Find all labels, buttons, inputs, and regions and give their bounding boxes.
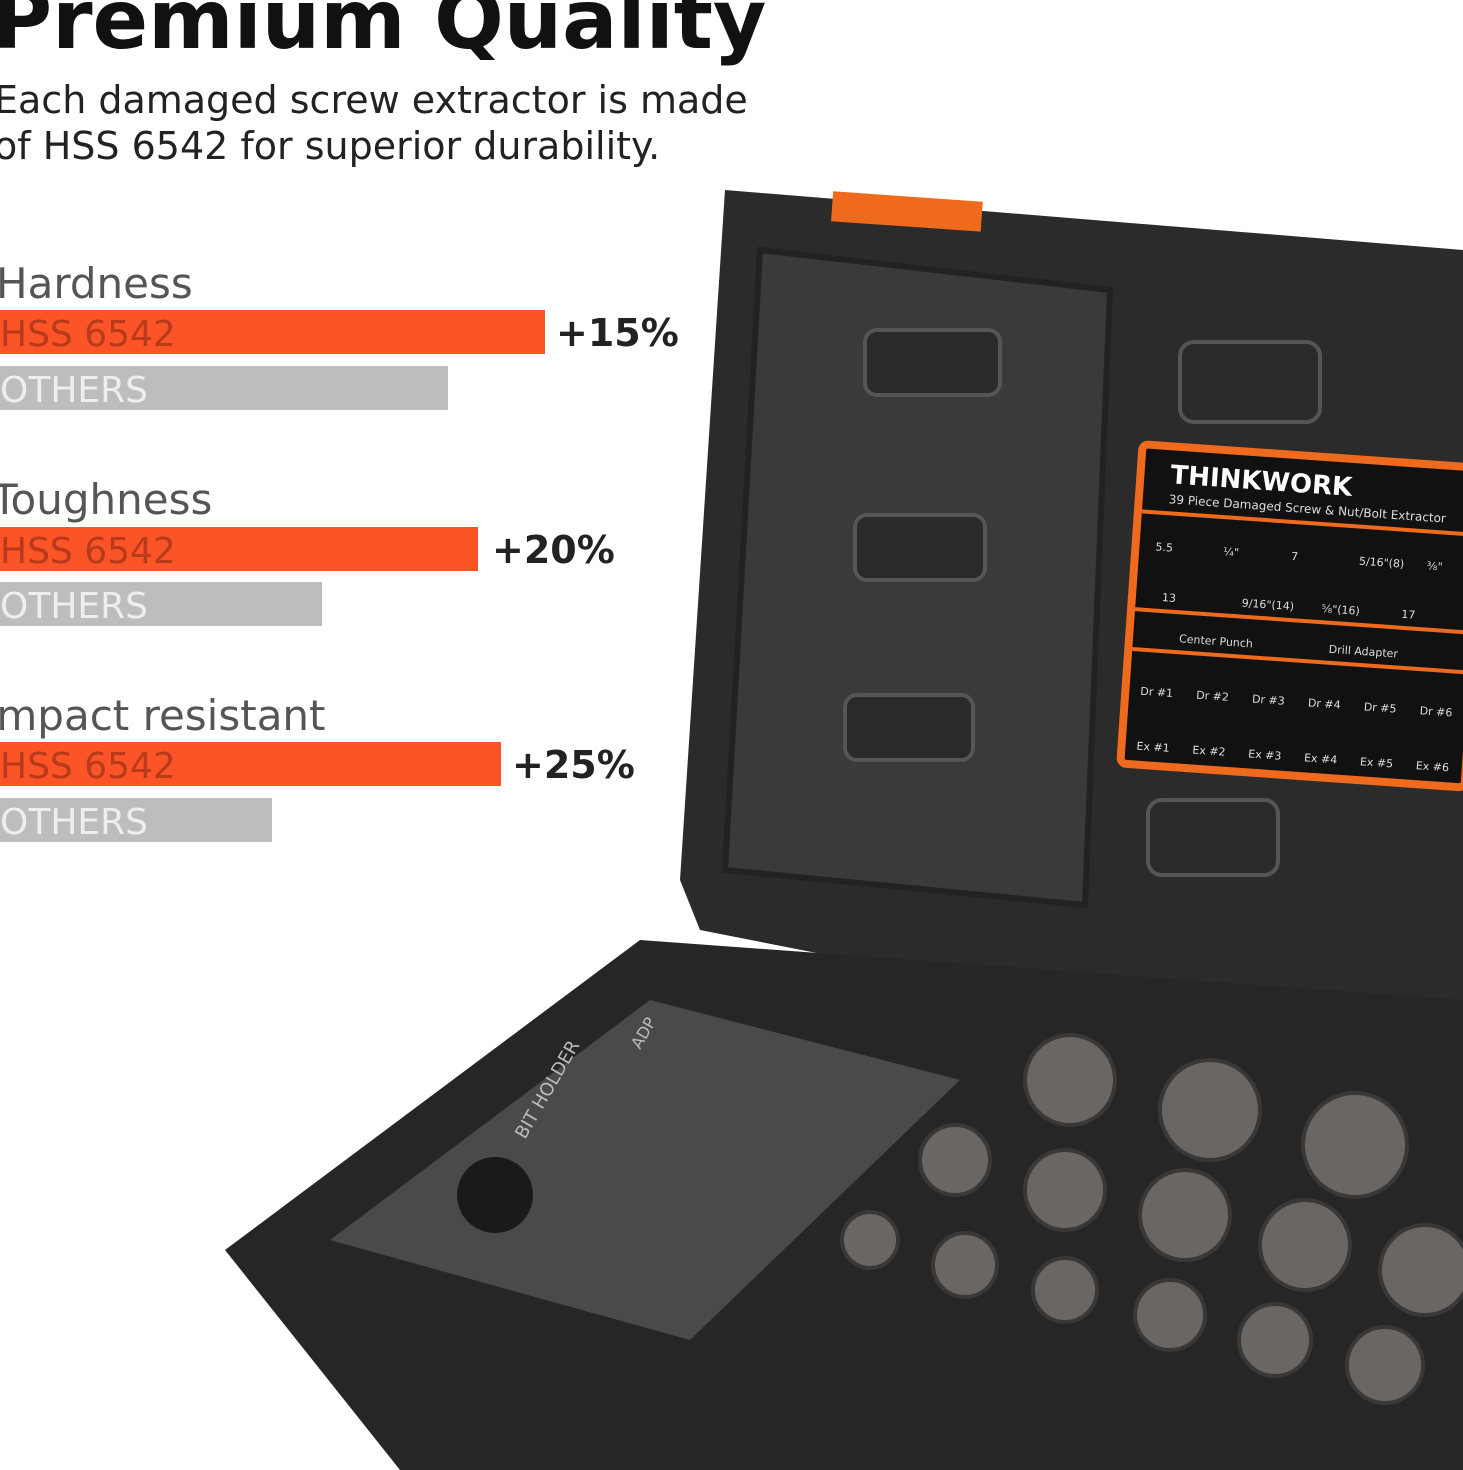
case: ADP BIT HOLDER — [225, 190, 1463, 1470]
bar — [0, 366, 448, 410]
bar-label: OTHERS — [0, 370, 148, 411]
label-card: THINKWORK 39 Piece Damaged Screw & Nut/B… — [1116, 440, 1463, 792]
category: Impact resistant — [0, 691, 326, 740]
card-label: ⅝"(16) — [1321, 602, 1360, 618]
card-label: Ex #6 — [1415, 759, 1449, 774]
category: Toughness — [0, 475, 212, 524]
bar — [0, 742, 501, 786]
card-label: Ex #2 — [1192, 743, 1226, 758]
card-label: Ex #3 — [1248, 747, 1282, 762]
card-label: ¼" — [1223, 545, 1240, 559]
bar-label: HSS 6542 — [0, 531, 176, 572]
bar — [0, 798, 272, 842]
subtitle: of HSS 6542 for superior durability. — [0, 124, 660, 168]
card-label: 5/16"(8) — [1359, 555, 1405, 571]
subtitle: Each damaged screw extractor is made — [0, 78, 748, 122]
bar-label: OTHERS — [0, 802, 148, 843]
gain: +25% — [512, 743, 635, 787]
card-label: 17 — [1401, 608, 1416, 622]
card-label: Drill Adapter — [1328, 643, 1399, 661]
comparison: Hardness HSS 6542 +15% OTHERS Toughness … — [0, 259, 679, 843]
bar — [0, 527, 478, 571]
card-label: Dr #6 — [1419, 704, 1453, 719]
card-label: ⅜" — [1426, 559, 1443, 573]
card-label: Center Punch — [1179, 632, 1254, 650]
card-label: 13 — [1162, 591, 1177, 605]
card-label: Ex #1 — [1136, 740, 1170, 755]
card-label: Dr #3 — [1252, 693, 1286, 708]
bar-label: OTHERS — [0, 586, 148, 627]
card-label: Dr #2 — [1196, 689, 1230, 704]
bar-label: HSS 6542 — [0, 314, 176, 355]
bar — [0, 582, 322, 626]
card-label: 9/16"(14) — [1241, 597, 1294, 614]
bar-label: HSS 6542 — [0, 746, 176, 787]
card-label: Dr #5 — [1363, 700, 1397, 715]
title: Premium Quality — [0, 0, 766, 68]
card-label: 5.5 — [1155, 540, 1173, 554]
bar — [0, 310, 545, 354]
card-label: Dr #1 — [1140, 685, 1174, 700]
card-label: Ex #4 — [1304, 751, 1338, 766]
category: Hardness — [0, 259, 193, 308]
gain: +20% — [492, 528, 615, 572]
card-label: Ex #5 — [1360, 755, 1394, 770]
gain: +15% — [556, 311, 679, 355]
card-label: 7 — [1291, 550, 1299, 563]
card-label: Dr #4 — [1308, 696, 1342, 711]
